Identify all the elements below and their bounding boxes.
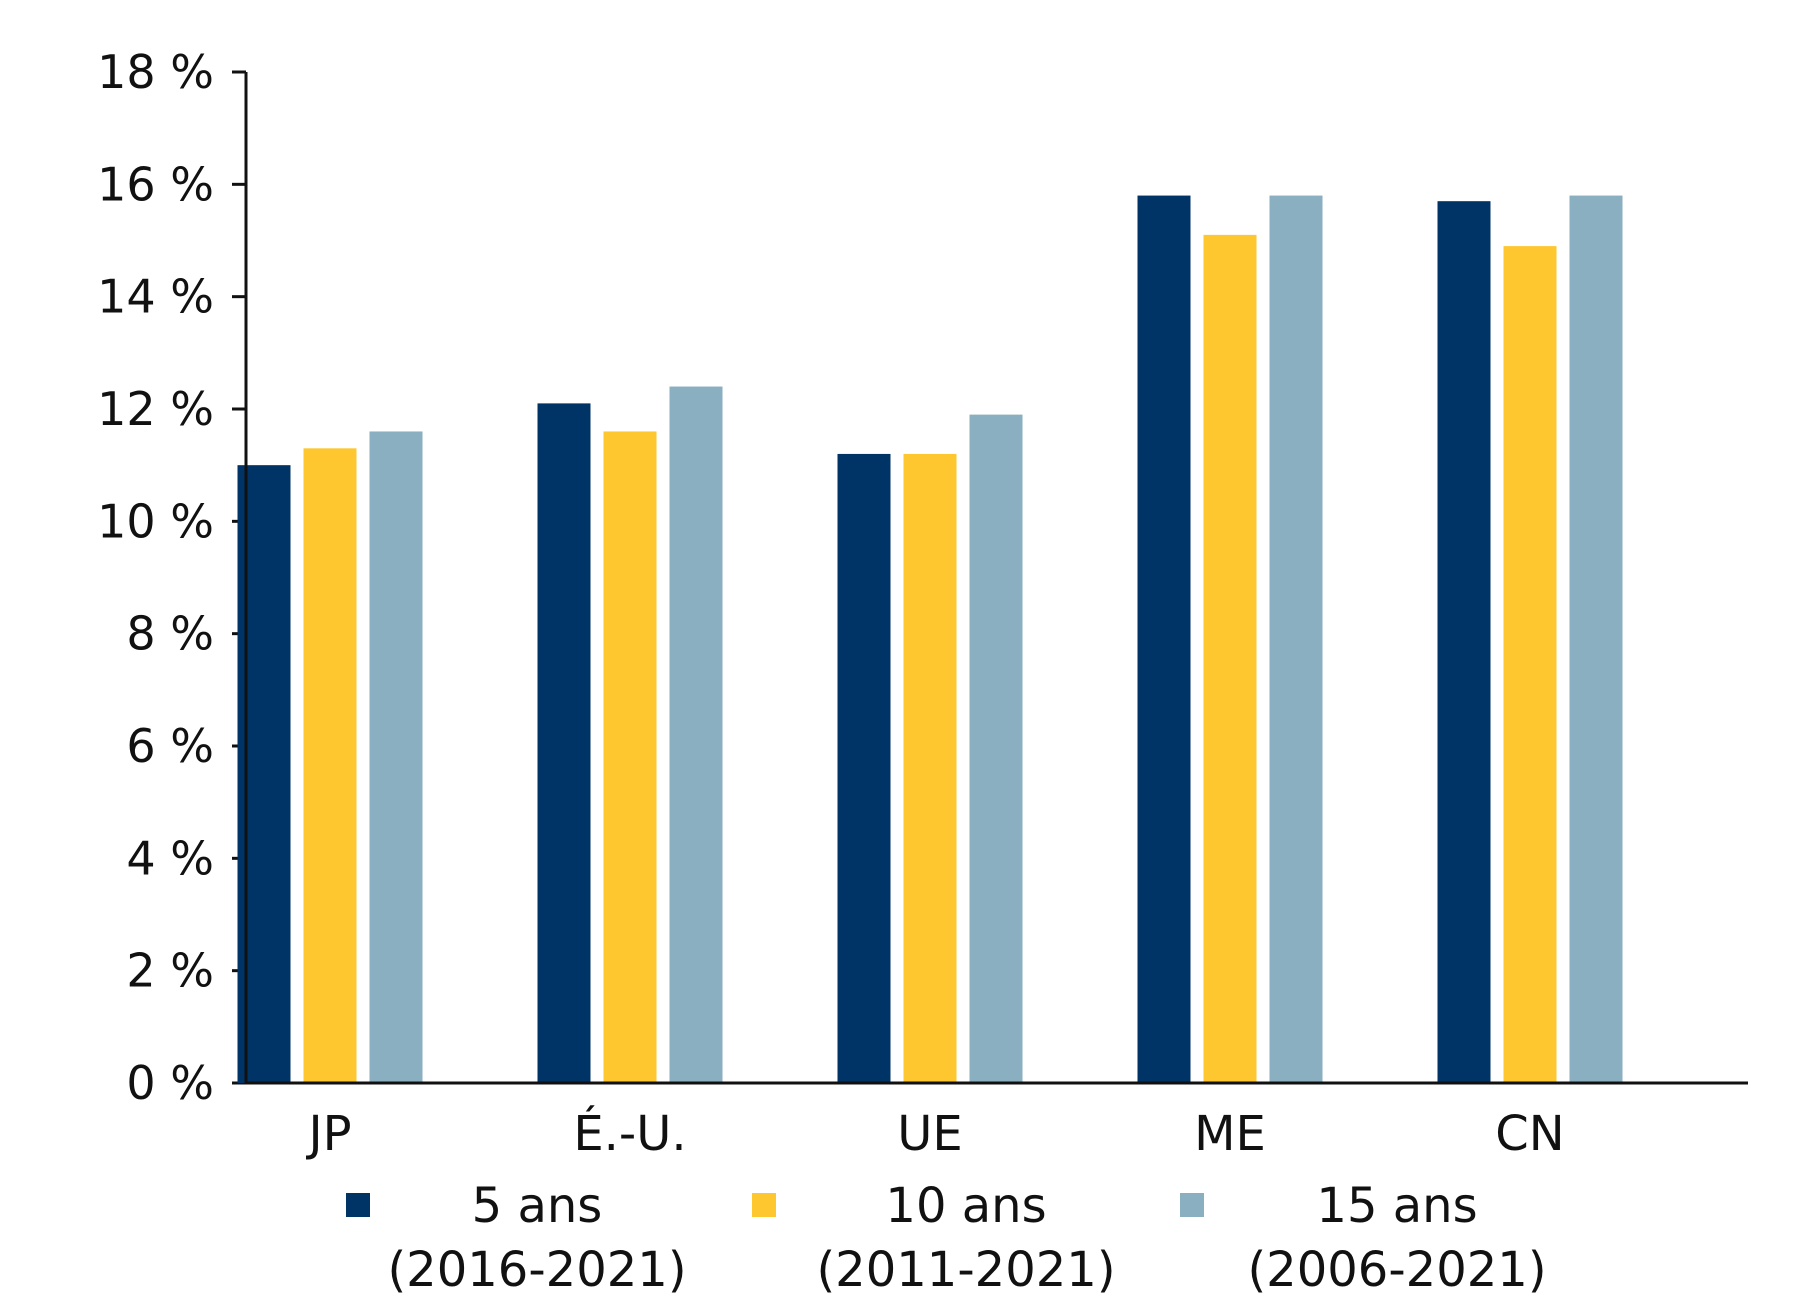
legend-swatch (752, 1193, 776, 1217)
bar-É.-U.-series-0 (537, 403, 591, 1084)
bar-É.-U.-series-1 (603, 431, 657, 1083)
bar-CN-series-1 (1503, 246, 1557, 1083)
bar-CN-series-0 (1437, 201, 1491, 1083)
y-tick-label: 6 % (126, 719, 214, 773)
bar-UE-series-1 (903, 453, 957, 1083)
bar-ME-series-0 (1137, 195, 1191, 1084)
legend-series-name: 5 ans (472, 1178, 603, 1234)
legend-series-period: (2006-2021) (1247, 1242, 1546, 1298)
y-tick-label: 14 % (97, 270, 214, 324)
legend-series-name: 10 ans (885, 1178, 1046, 1234)
bar-JP-series-2 (369, 431, 423, 1083)
y-tick-label: 12 % (97, 382, 214, 436)
legend-swatch (346, 1193, 370, 1217)
x-category-label: UE (897, 1106, 962, 1162)
legend: 5 ans (2016-2021) 10 ans (2011-2021) 15 ans (… (346, 1178, 1547, 1298)
x-axis-labels: JP É.-U. UE ME CN (305, 1105, 1564, 1162)
legend-series-period: (2011-2021) (816, 1242, 1115, 1298)
bar-ME-series-1 (1203, 234, 1257, 1084)
bar-UE-series-2 (969, 414, 1023, 1083)
x-category-label: CN (1495, 1106, 1564, 1162)
legend-series-period: (2016-2021) (387, 1242, 686, 1298)
y-tick-label: 2 % (126, 944, 214, 998)
y-tick-label: 10 % (97, 494, 214, 548)
y-tick-label: 4 % (126, 831, 214, 885)
bar-ME-series-2 (1269, 195, 1323, 1084)
bar-É.-U.-series-2 (669, 386, 723, 1083)
legend-swatch (1180, 1193, 1204, 1217)
x-category-label: JP (305, 1106, 351, 1162)
y-tick-label: 18 % (97, 45, 214, 99)
bars (237, 195, 1623, 1084)
y-tick-label: 0 % (126, 1056, 214, 1110)
y-tick-label: 16 % (97, 157, 214, 211)
bar-CN-series-2 (1569, 195, 1623, 1084)
x-category-label: ME (1194, 1106, 1266, 1162)
bar-JP-series-1 (303, 448, 357, 1084)
y-axis-ticks: 0 % 2 % 4 % 6 % 8 % 10 % 12 % 14 % 16 % 18 % (97, 45, 246, 1110)
bar-UE-series-0 (837, 453, 891, 1083)
y-tick-label: 8 % (126, 607, 214, 661)
legend-series-name: 15 ans (1316, 1178, 1477, 1234)
x-category-label: É.-U. (573, 1105, 686, 1162)
